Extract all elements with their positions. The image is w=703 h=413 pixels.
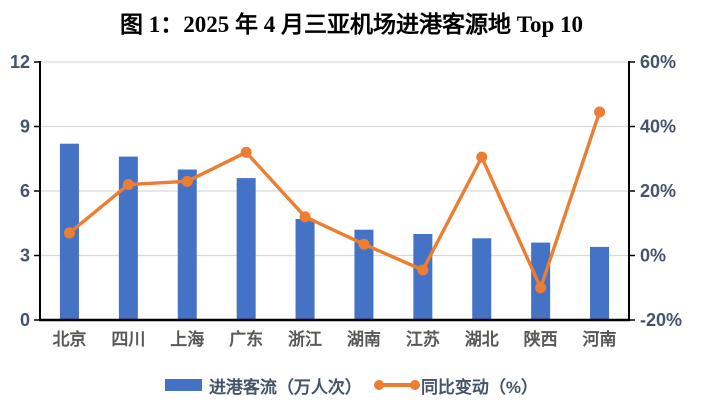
- line-marker-北京: [63, 227, 75, 239]
- category-label-浙江: 浙江: [288, 329, 322, 349]
- line-marker-浙江: [299, 211, 311, 223]
- category-label-四川: 四川: [111, 330, 145, 349]
- line-marker-上海: [181, 175, 193, 187]
- bar-江苏: [413, 234, 433, 320]
- category-label-湖南: 湖南: [347, 329, 381, 349]
- bar-陕西: [531, 242, 551, 320]
- legend-line-label: 同比变动（%）: [420, 377, 539, 397]
- bar-四川: [118, 156, 138, 320]
- chart-title: 图 1：2025 年 4 月三亚机场进港客源地 Top 10: [119, 12, 584, 37]
- legend-line-dot-icon: [409, 380, 420, 390]
- bar-河南: [590, 246, 610, 320]
- left-axis-tick-label: 3: [20, 246, 30, 266]
- legend: 进港客流（万人次） 同比变动（%）: [0, 372, 703, 398]
- line-marker-湖南: [358, 238, 370, 250]
- line-marker-广东: [240, 146, 252, 158]
- bar-上海: [177, 169, 197, 320]
- category-label-湖北: 湖北: [465, 330, 499, 349]
- line-marker-湖北: [476, 151, 488, 163]
- legend-line-segment-icon: [377, 383, 416, 387]
- left-axis-tick-label: 0: [20, 310, 30, 330]
- right-axis-tick-label: 20%: [640, 181, 676, 201]
- line-marker-江苏: [417, 264, 429, 276]
- right-axis-tick-label: -20%: [640, 310, 682, 330]
- bar-湖北: [472, 238, 492, 320]
- left-axis-tick-label: 12: [10, 52, 30, 72]
- line-marker-河南: [594, 106, 606, 118]
- category-label-江苏: 江苏: [406, 329, 440, 349]
- right-axis-tick-label: 60%: [640, 52, 676, 72]
- line-marker-陕西: [535, 282, 547, 294]
- right-axis-tick-label: 40%: [640, 117, 676, 137]
- left-axis-tick-label: 6: [20, 181, 30, 201]
- category-label-北京: 北京: [52, 329, 86, 349]
- bar-广东: [236, 178, 256, 320]
- bar-浙江: [295, 218, 315, 320]
- category-label-广东: 广东: [229, 329, 263, 349]
- legend-line-swatch-icon: [373, 379, 420, 391]
- category-label-河南: 河南: [583, 329, 617, 349]
- legend-bar-swatch-icon: [164, 379, 202, 391]
- right-axis-tick-label: 0%: [640, 246, 666, 266]
- left-axis-tick-label: 9: [20, 117, 30, 137]
- category-label-上海: 上海: [170, 329, 204, 349]
- bar-湖南: [354, 229, 374, 320]
- plot-area: 0 3 6 9 12 -20% 0% 20% 40% 60% 北京 四川 上海 广东 浙江 湖南 江苏 湖北 陕西 河…: [10, 52, 682, 349]
- line-marker-四川: [122, 179, 134, 191]
- category-label-陕西: 陕西: [524, 329, 558, 349]
- line-series: [67, 110, 602, 290]
- legend-bar-label: 进港客流（万人次）: [208, 377, 362, 397]
